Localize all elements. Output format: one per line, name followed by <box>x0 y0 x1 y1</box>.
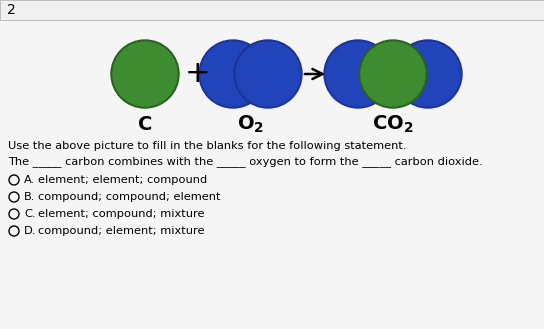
Text: compound; compound; element: compound; compound; element <box>38 192 220 202</box>
Text: Use the above picture to fill in the blanks for the following statement.: Use the above picture to fill in the bla… <box>8 141 406 151</box>
Circle shape <box>111 40 179 108</box>
Circle shape <box>326 42 390 106</box>
Text: $\mathbf{CO_2}$: $\mathbf{CO_2}$ <box>372 114 414 135</box>
Text: 2: 2 <box>7 3 16 17</box>
Circle shape <box>394 40 462 108</box>
Bar <box>0 0 544 20</box>
Circle shape <box>396 42 460 106</box>
Text: A.: A. <box>24 175 35 185</box>
Text: compound; element; mixture: compound; element; mixture <box>38 226 205 236</box>
Circle shape <box>199 40 267 108</box>
Text: C.: C. <box>24 209 35 219</box>
Text: element; compound; mixture: element; compound; mixture <box>38 209 205 219</box>
Text: C: C <box>138 114 152 134</box>
Circle shape <box>201 42 265 106</box>
Text: D.: D. <box>24 226 36 236</box>
Text: The _____ carbon combines with the _____ oxygen to form the _____ carbon dioxide: The _____ carbon combines with the _____… <box>8 157 483 167</box>
Circle shape <box>324 40 392 108</box>
Circle shape <box>234 40 302 108</box>
Circle shape <box>236 42 300 106</box>
Text: +: + <box>185 60 211 89</box>
Text: B.: B. <box>24 192 35 202</box>
Circle shape <box>113 42 177 106</box>
Circle shape <box>359 40 427 108</box>
Circle shape <box>361 42 425 106</box>
Text: $\mathbf{O_2}$: $\mathbf{O_2}$ <box>237 114 264 135</box>
Text: element; element; compound: element; element; compound <box>38 175 207 185</box>
